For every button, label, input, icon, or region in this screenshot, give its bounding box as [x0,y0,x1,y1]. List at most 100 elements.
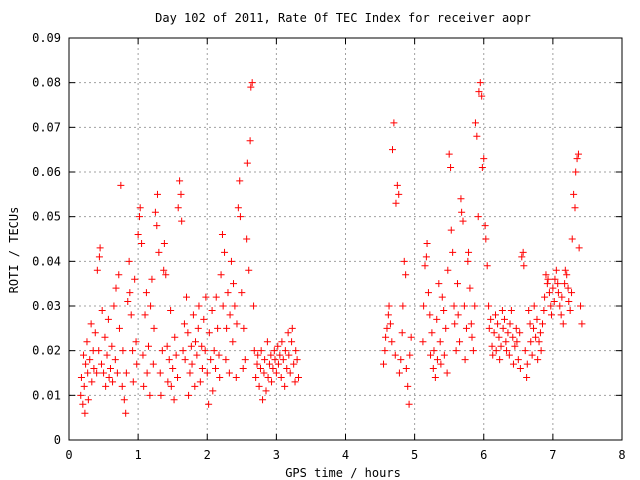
data-point [564,284,572,292]
data-point [467,320,475,328]
data-point [487,315,495,323]
data-point [575,244,583,252]
data-point [148,275,156,283]
data-point [395,190,403,198]
data-point [389,146,397,154]
data-point [110,302,118,310]
data-point [200,315,208,323]
data-point [460,302,468,310]
data-point [523,373,531,381]
data-point [136,213,144,221]
data-point [500,315,508,323]
data-point [131,275,139,283]
data-point [151,208,159,216]
data-point [450,302,458,310]
data-point [544,275,552,283]
data-point [456,338,464,346]
data-point [478,164,486,172]
data-point [518,253,526,261]
data-point [236,213,244,221]
data-point [253,360,261,368]
y-axis: 0 0.01 0.02 0.03 0.04 0.05 0.06 0.07 0.08 0.09 [32,31,622,447]
data-point [426,311,434,319]
data-point [526,320,534,328]
data-point [391,351,399,359]
data-point [571,204,579,212]
data-point [574,150,582,158]
data-point [77,373,85,381]
data-point [256,365,264,373]
data-point [198,342,206,350]
data-point [157,391,165,399]
data-point [444,266,452,274]
data-point [246,137,254,145]
data-point [533,315,541,323]
data-point [557,311,565,319]
data-point [261,356,269,364]
data-point [90,365,98,373]
data-point [193,351,201,359]
data-point [84,396,92,404]
data-point [174,373,182,381]
data-point [542,271,550,279]
data-point [97,360,105,368]
data-point [573,155,581,163]
data-point [565,298,573,306]
x-tick-label: 5 [411,448,418,462]
data-point [255,382,263,390]
data-point [112,284,120,292]
data-point [195,302,203,310]
data-point [549,284,557,292]
data-point [102,382,110,390]
data-point [177,190,185,198]
data-point [234,204,242,212]
data-point [447,164,455,172]
data-point [451,320,459,328]
data-point [537,347,545,355]
data-point [129,378,137,386]
data-point [499,324,507,332]
data-point [482,235,490,243]
data-point [153,222,161,230]
data-point [216,373,224,381]
data-point [113,369,121,377]
data-point [457,195,465,203]
grid [69,38,622,440]
x-tick-label: 4 [342,448,349,462]
data-point [440,306,448,314]
data-point [122,409,130,417]
data-point [259,396,267,404]
data-point [423,239,431,247]
data-point [146,391,154,399]
data-point [265,360,273,368]
data-point [96,244,104,252]
data-point [433,356,441,364]
data-point [514,356,522,364]
data-point [160,266,168,274]
data-point [480,155,488,163]
data-point [239,365,247,373]
data-point [381,347,389,355]
data-point [87,320,95,328]
data-point [509,333,517,341]
data-point [86,356,94,364]
data-point [250,347,258,355]
data-point [388,338,396,346]
data-point [433,315,441,323]
data-point [191,338,199,346]
x-tick-label: 2 [204,448,211,462]
data-point [559,320,567,328]
data-point [561,280,569,288]
data-point [138,239,146,247]
data-point [285,351,293,359]
data-point [547,311,555,319]
data-point [511,342,519,350]
data-point [406,351,414,359]
data-point [178,217,186,225]
x-tick-label: 8 [618,448,625,462]
data-point [506,320,514,328]
data-point [469,347,477,355]
data-point [419,338,427,346]
data-series [77,79,586,417]
x-tick-label: 3 [273,448,280,462]
